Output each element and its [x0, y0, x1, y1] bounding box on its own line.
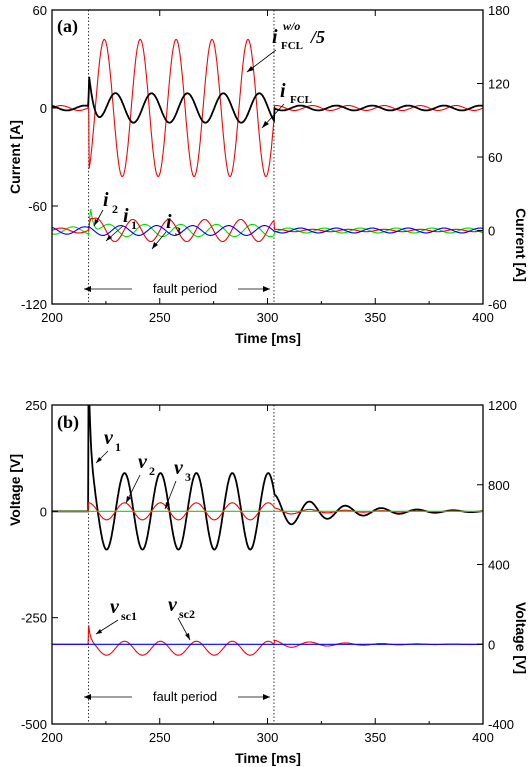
y-right-tick-label: 180	[488, 3, 510, 18]
x-tick-label: 350	[364, 310, 386, 325]
svg-text:i: i	[103, 189, 109, 211]
y-right-tick-label: 0	[488, 224, 495, 239]
panel-a-label: (a)	[57, 16, 78, 37]
y-left-tick-label: -120	[21, 297, 47, 312]
label-i-2: i 2	[93, 189, 118, 227]
y-right-tick-label: -400	[488, 717, 514, 732]
panel-b-ylabel-right: Voltage [V]	[513, 602, 528, 674]
label-i-wo-fcl: i w/o FCL /5	[246, 19, 325, 73]
y-right-tick-label: 0	[488, 637, 495, 652]
panel-b-ylabel-left: Voltage [V]	[7, 454, 23, 526]
x-tick-label: 400	[472, 730, 494, 745]
series-line-b-v-sc1	[52, 625, 483, 656]
series-line-a-i-1	[52, 217, 483, 243]
label-i-3: i 3	[151, 211, 181, 250]
y-left-tick-label: 0	[40, 504, 47, 519]
y-right-tick-label: 60	[488, 150, 502, 165]
series-line-a-i-w-o-fcl-5	[52, 38, 483, 178]
svg-text:w/o: w/o	[283, 19, 300, 33]
label-v-1: v 1	[95, 427, 121, 464]
y-left-tick-label: 250	[25, 398, 47, 413]
x-tick-label: 300	[257, 310, 279, 325]
series-line-a-i-3	[52, 225, 483, 236]
svg-text:3: 3	[185, 470, 191, 484]
svg-text:2: 2	[112, 202, 118, 216]
y-left-tick-label: -500	[21, 717, 47, 732]
svg-text:sc1: sc1	[121, 609, 137, 623]
panel-a-xlabel: Time [ms]	[235, 330, 301, 346]
svg-text:/5: /5	[309, 27, 325, 47]
label-i-1: i 1	[105, 205, 137, 242]
svg-text:v: v	[168, 594, 178, 616]
svg-text:v: v	[138, 451, 148, 473]
svg-text:i: i	[280, 80, 286, 102]
svg-text:v: v	[104, 427, 114, 449]
x-tick-label: 250	[149, 730, 171, 745]
panel-a-ticks: 200 250 300 350 400 60 0 -60 -120 180 120 60 0 -60	[21, 3, 510, 325]
x-tick-label: 200	[41, 310, 63, 325]
y-left-tick-label: 0	[40, 101, 47, 116]
y-right-tick-label: 400	[488, 558, 510, 573]
panel-a-frame	[51, 9, 484, 305]
svg-text:1: 1	[115, 440, 121, 454]
panel-b: 200 250 300 350 400 250 0 -250 -500 1200 800 400 0 -4…	[7, 398, 528, 766]
panel-b-fault-label: fault period	[153, 689, 217, 704]
panel-a: 200 250 300 350 400 60 0 -60 -120 180 120 60 0 -60 (a…	[7, 3, 528, 346]
label-v-sc1: v sc1	[95, 596, 137, 635]
x-tick-label: 350	[364, 730, 386, 745]
series-line-a-i-fcl	[52, 76, 483, 124]
svg-text:1: 1	[131, 218, 137, 232]
y-left-tick-label: 60	[33, 3, 47, 18]
panel-a-ylabel-right: Current [A]	[513, 208, 528, 282]
y-right-tick-label: 1200	[488, 398, 517, 413]
svg-text:2: 2	[149, 464, 155, 478]
svg-text:FCL: FCL	[281, 40, 303, 52]
y-left-tick-label: -250	[21, 611, 47, 626]
panel-b-label: (b)	[57, 412, 79, 433]
series-line-a-i-2	[52, 209, 483, 238]
svg-text:sc2: sc2	[179, 607, 195, 621]
label-v-sc2: v sc2	[168, 594, 195, 641]
svg-text:v: v	[110, 596, 120, 618]
x-tick-label: 400	[472, 310, 494, 325]
panel-a-fault-period-annotation: fault period	[84, 280, 270, 297]
label-v-2: v 2	[125, 451, 155, 504]
svg-text:i: i	[123, 205, 129, 227]
svg-text:i: i	[166, 211, 172, 233]
y-right-tick-label: 800	[488, 478, 510, 493]
panel-a-series	[52, 38, 483, 243]
y-left-tick-label: -60	[28, 199, 47, 214]
x-tick-label: 250	[149, 310, 171, 325]
panel-a-fault-lines	[88, 10, 275, 304]
panel-a-ylabel-left: Current [A]	[7, 120, 23, 194]
panel-b-xlabel: Time [ms]	[235, 750, 301, 766]
x-tick-label: 300	[257, 730, 279, 745]
svg-text:i: i	[272, 26, 278, 48]
label-i-fcl: i FCL	[261, 80, 312, 129]
svg-text:3: 3	[175, 224, 181, 238]
svg-text:v: v	[174, 457, 184, 479]
series-line-b-v-1	[52, 405, 483, 551]
panel-b-series	[52, 405, 483, 656]
panel-b-ticks: 200 250 300 350 400 250 0 -250 -500 1200 800 400 0 -4…	[21, 398, 517, 745]
x-tick-label: 200	[41, 730, 63, 745]
y-right-tick-label: -60	[488, 297, 507, 312]
panel-a-fault-label: fault period	[153, 281, 217, 296]
label-v-3: v 3	[164, 457, 191, 510]
panel-b-fault-period-annotation: fault period	[84, 688, 270, 705]
svg-text:FCL: FCL	[290, 94, 312, 106]
y-right-tick-label: 120	[488, 77, 510, 92]
